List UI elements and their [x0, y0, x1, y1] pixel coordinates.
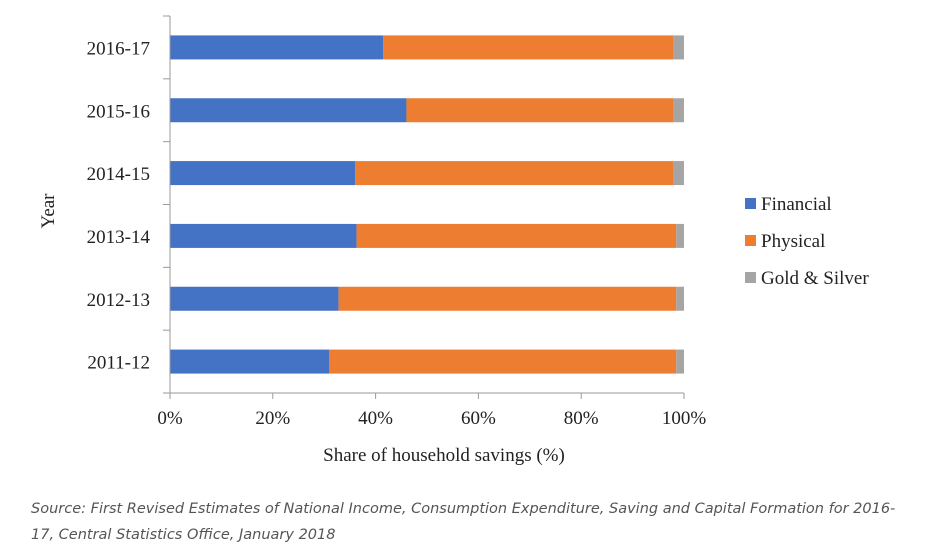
x-tick-labels: 0% 20% 40% 60% 80% 100%: [157, 408, 706, 429]
bar-physical-2014-15: [355, 161, 674, 186]
bar-financial-2012-13: [170, 286, 339, 311]
y-tick-label: 2013-14: [87, 227, 151, 248]
legend-swatch-financial: [745, 198, 756, 209]
bar-physical-2015-16: [406, 98, 674, 123]
x-tick-label: 0%: [157, 408, 183, 429]
y-tick-labels: 2016-17 2015-16 2014-15 2013-14 2012-13 2011-…: [87, 38, 151, 373]
bar-physical-2016-17: [383, 35, 674, 60]
legend-swatch-gold-silver: [745, 272, 756, 283]
bar-gold-silver-2015-16: [673, 98, 684, 123]
y-tick-label: 2016-17: [87, 38, 150, 59]
source-note: Source: First Revised Estimates of Natio…: [31, 501, 896, 543]
legend-label-gold-silver: Gold & Silver: [761, 268, 869, 289]
y-tick-label: 2015-16: [87, 101, 150, 122]
legend-swatch-physical: [745, 235, 756, 246]
bar-physical-2013-14: [356, 223, 677, 248]
bar-physical-2012-13: [338, 286, 677, 311]
bar-financial-2016-17: [170, 35, 384, 60]
x-axis-title: Share of household savings (%): [323, 445, 565, 466]
bar-financial-2015-16: [170, 98, 407, 123]
bar-gold-silver-2011-12: [676, 349, 684, 374]
bar-gold-silver-2014-15: [673, 161, 684, 186]
bar-financial-2013-14: [170, 223, 357, 248]
y-tick-label: 2012-13: [87, 290, 150, 311]
legend-label-financial: Financial: [761, 194, 832, 215]
x-tick-label: 40%: [358, 408, 393, 429]
bar-gold-silver-2012-13: [676, 286, 684, 311]
legend-label-physical: Physical: [761, 231, 825, 252]
bar-financial-2011-12: [170, 349, 330, 374]
axes-group: [163, 15, 685, 399]
y-tick-label: 2014-15: [87, 164, 150, 185]
bars-group: [170, 35, 684, 374]
x-tick-label: 100%: [662, 408, 707, 429]
bar-financial-2014-15: [170, 161, 356, 186]
bar-gold-silver-2013-14: [676, 223, 684, 248]
x-tick-label: 60%: [461, 408, 496, 429]
bar-gold-silver-2016-17: [673, 35, 684, 60]
legend: Financial Physical Gold & Silver: [745, 194, 869, 289]
y-tick-label: 2011-12: [87, 353, 150, 374]
x-tick-label: 20%: [255, 408, 290, 429]
bar-physical-2011-12: [329, 349, 677, 374]
x-tick-label: 80%: [564, 408, 599, 429]
y-axis-title: Year: [38, 193, 59, 229]
